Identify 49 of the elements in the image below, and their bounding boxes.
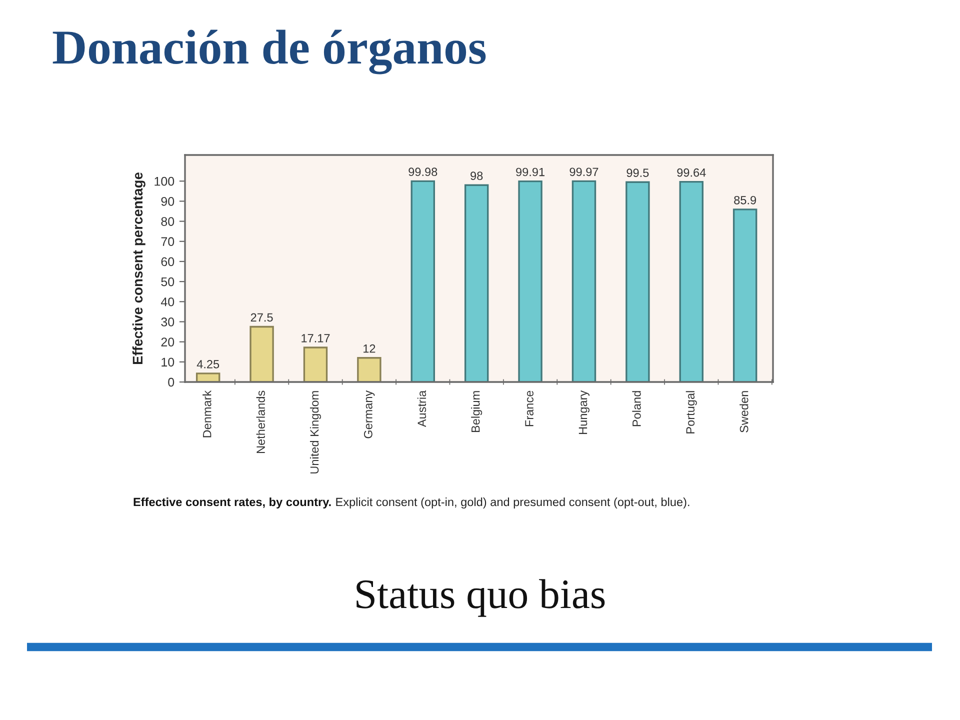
bar: [732, 208, 758, 382]
x-tick-label: France: [525, 390, 534, 426]
x-tick-label: Belgium: [471, 391, 482, 432]
y-tick-label: 60: [161, 257, 174, 266]
y-tick-label: 10: [162, 358, 174, 367]
data-label: 12: [364, 344, 376, 353]
data-label: 27.5: [250, 313, 273, 322]
bar: [464, 184, 489, 382]
x-tick-label: Portugal: [686, 391, 697, 434]
x-tick-label: Austria: [417, 390, 426, 428]
x-tick-label: Poland: [632, 391, 641, 426]
data-label: 98: [470, 172, 483, 180]
data-label: 85.9: [734, 196, 756, 204]
bar: [196, 372, 220, 382]
x-tick-label: Netherlands: [256, 390, 265, 454]
text: Effective consent rates, by country.: [134, 497, 331, 508]
x-tick-label: United Kingdom: [310, 391, 321, 474]
y-tick-label: 90: [161, 197, 174, 206]
y-tick-label: 80: [161, 217, 174, 226]
bar: [250, 326, 274, 382]
x-tick-label: Hungary: [578, 390, 590, 434]
data-label: 99.5: [626, 168, 649, 178]
data-label: 17.17: [302, 334, 330, 342]
data-label: 4.25: [196, 360, 220, 368]
bar: [410, 180, 435, 382]
y-tick-label: 30: [161, 318, 174, 326]
data-label: 99.98: [408, 168, 438, 176]
chart-title: Donación de órganos: [52, 30, 486, 74]
y-axis-title: Effective consent percentage: [132, 172, 146, 364]
bar: [679, 181, 704, 382]
y-tick-label: 20: [161, 338, 174, 346]
data-label: 99.64: [677, 168, 706, 177]
y-tick-label: 40: [160, 297, 174, 306]
bar: [626, 181, 650, 382]
x-tick-label: Denmark: [202, 390, 212, 438]
data-label: 99.91: [516, 168, 544, 176]
y-tick-label: 70: [161, 237, 174, 246]
bar: [572, 180, 596, 382]
bar: [518, 180, 542, 382]
x-tick-label: Germany: [364, 390, 375, 438]
bar: [303, 346, 328, 382]
text: Status quo bias: [356, 579, 605, 617]
x-tick-label: Sweden: [740, 391, 748, 432]
y-tick-label: 0: [168, 378, 174, 387]
y-tick-label: 100: [154, 176, 174, 186]
text: Explicit consent (opt-in, gold) and presumed consent (opt-out, blue).: [336, 497, 690, 508]
data-label: 99.97: [570, 168, 598, 176]
y-tick-label: 50: [161, 277, 174, 286]
bar: [357, 357, 382, 382]
